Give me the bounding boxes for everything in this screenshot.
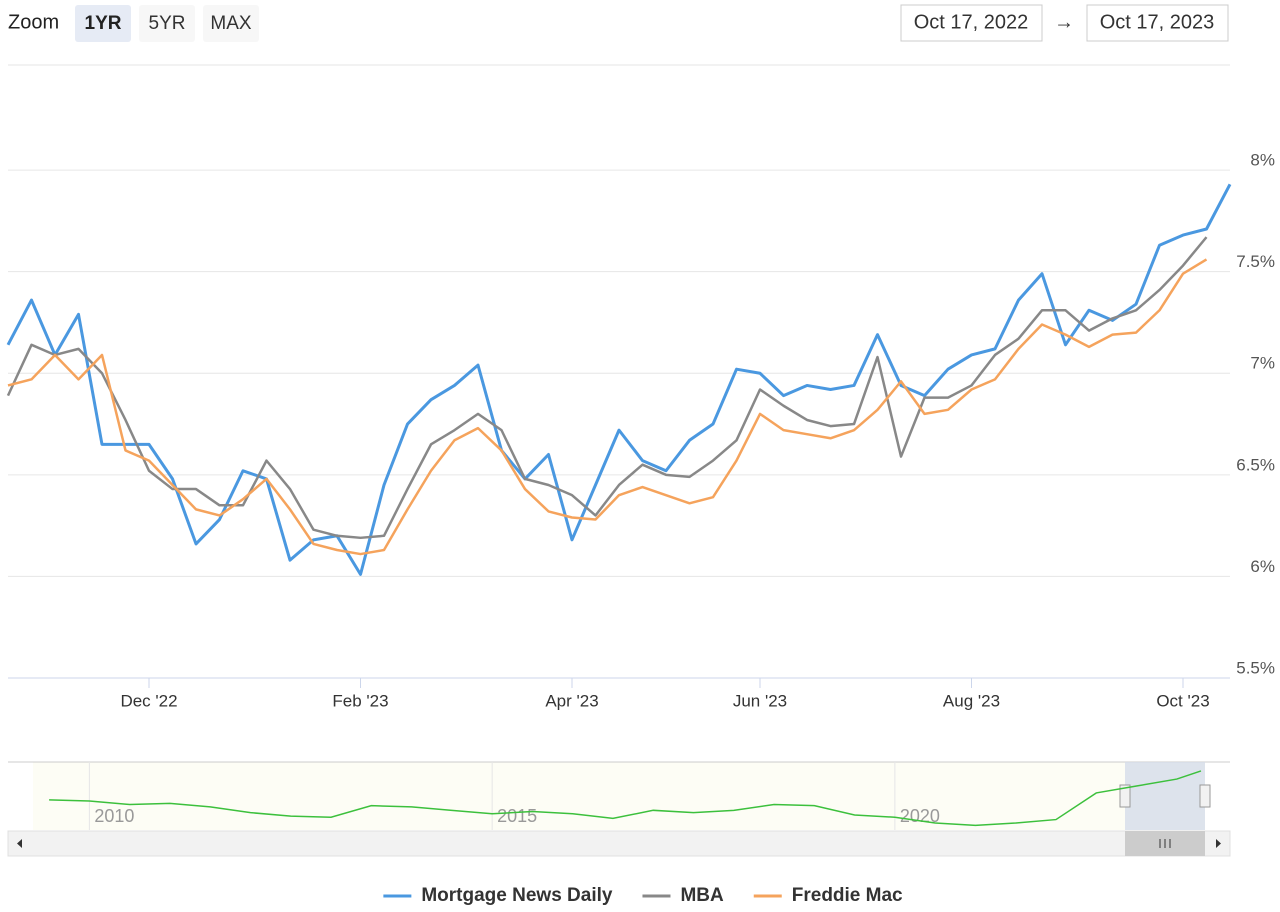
y-tick-label: 8% <box>1250 151 1275 170</box>
to-date[interactable]: Oct 17, 2023 <box>1100 11 1215 33</box>
navigator-line <box>49 770 1202 827</box>
legend-item[interactable]: MBA <box>642 885 724 906</box>
series-line <box>6 183 1232 576</box>
series-line <box>6 236 1208 540</box>
navigator-mask[interactable] <box>1125 762 1205 830</box>
x-tick-label: Dec '22 <box>120 691 177 710</box>
x-tick-label: Jun '23 <box>733 691 787 710</box>
navigator-tick-label: 2020 <box>900 806 940 826</box>
button-bg[interactable] <box>139 5 195 42</box>
x-tick-label: Oct '23 <box>1156 691 1209 710</box>
date-input[interactable] <box>1086 4 1229 42</box>
thumb-grip <box>1159 839 1171 848</box>
scrollbar[interactable] <box>7 830 1231 857</box>
x-tick-label: Aug '23 <box>943 691 1000 710</box>
series-line <box>7 258 1208 556</box>
button-bg[interactable] <box>203 5 259 42</box>
from-date[interactable]: Oct 17, 2022 <box>914 11 1029 33</box>
zoom-button[interactable]: MAX <box>210 13 252 34</box>
navigator-handle[interactable] <box>1119 784 1131 808</box>
date-input[interactable] <box>900 4 1043 42</box>
y-tick-label: 5.5% <box>1236 658 1275 677</box>
scroll-right[interactable] <box>1216 839 1221 848</box>
x-tick-label: Feb '23 <box>332 691 388 710</box>
zoom-label: Zoom <box>8 11 59 33</box>
legend-item[interactable]: Mortgage News Daily <box>383 885 613 906</box>
legend-label: MBA <box>680 885 724 906</box>
y-tick-label: 6.5% <box>1236 455 1275 474</box>
navigator-bg <box>33 762 1205 830</box>
zoom-button[interactable]: 1YR <box>85 13 122 34</box>
legend-label: Freddie Mac <box>792 885 903 906</box>
navigator-tick-label: 2010 <box>94 806 134 826</box>
y-tick-label: 7% <box>1250 354 1275 373</box>
y-tick-label: 7.5% <box>1236 252 1275 271</box>
legend-item[interactable]: Freddie Mac <box>753 885 903 906</box>
button-bg[interactable] <box>75 5 131 42</box>
legend-label: Mortgage News Daily <box>421 885 613 906</box>
navigator-handle[interactable] <box>1199 784 1211 808</box>
zoom-button[interactable]: 5YR <box>149 13 186 34</box>
scroll-left[interactable] <box>17 839 22 848</box>
x-tick-label: Apr '23 <box>545 691 598 710</box>
arrow: → <box>1054 11 1074 33</box>
navigator-tick-label: 2015 <box>497 806 537 826</box>
y-tick-label: 6% <box>1250 557 1275 576</box>
